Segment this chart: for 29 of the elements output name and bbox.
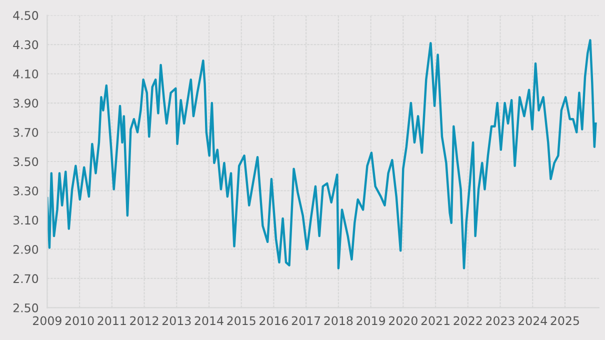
y-tick-label: 3.70 (13, 128, 38, 137)
y-tick-label: 2.50 (13, 303, 38, 312)
x-tick-label: 2019 (356, 316, 385, 326)
x-tick-label: 2014 (194, 316, 224, 326)
x-tick-label: 2020 (389, 316, 418, 326)
y-tick-label: 4.50 (13, 11, 38, 20)
x-tick-label: 2021 (421, 316, 450, 326)
x-tick-label: 2011 (98, 316, 126, 326)
x-tick-label: 2010 (65, 316, 94, 326)
x-tick-label: 2013 (162, 316, 191, 326)
x-tick-label: 2025 (550, 316, 579, 326)
y-tick-label: 4.10 (13, 70, 38, 78)
y-tick-label: 4.30 (13, 40, 38, 50)
x-tick-label: 2009 (33, 316, 62, 326)
y-tick-label: 3.90 (13, 98, 38, 108)
y-tick-label: 3.50 (13, 157, 38, 166)
y-tick-label: 2.90 (13, 244, 38, 254)
y-tick-label: 2.70 (13, 274, 38, 284)
x-tick-label: 2023 (486, 316, 514, 326)
x-tick-label: 2018 (324, 316, 353, 326)
x-tick-label: 2016 (260, 316, 288, 326)
x-tick-label: 2015 (227, 316, 256, 326)
x-tick-label: 2017 (292, 316, 320, 326)
x-tick-label: 2012 (130, 316, 158, 326)
y-tick-label: 3.30 (13, 186, 38, 196)
y-tick-label: 3.10 (13, 216, 38, 225)
x-tick-label: 2024 (518, 316, 547, 326)
x-tick-label: 2022 (454, 316, 482, 326)
line-series (47, 39, 597, 270)
